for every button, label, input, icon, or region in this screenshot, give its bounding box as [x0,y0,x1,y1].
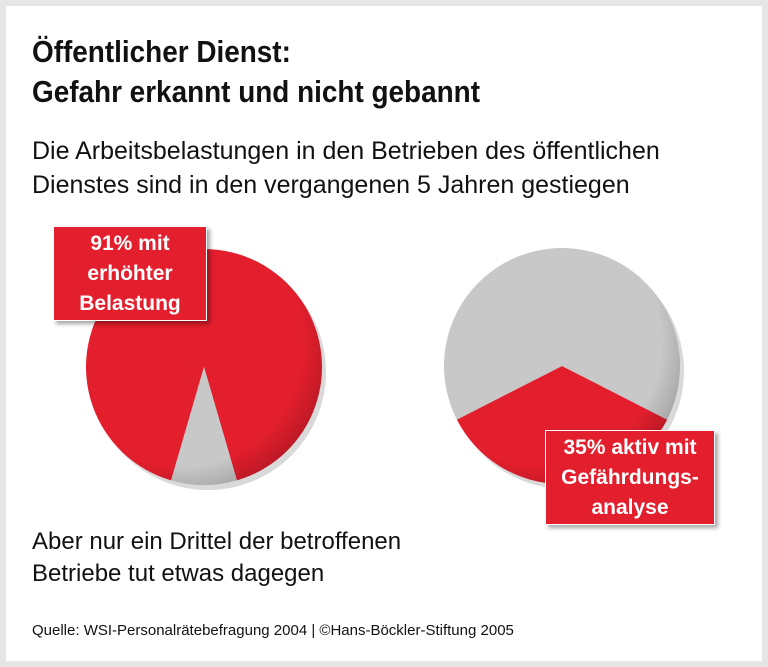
pie-2 [444,248,684,489]
pie-shading [444,248,680,484]
label-line: analyse [591,495,669,519]
note: Aber nur ein Drittel der betroffenen Bet… [32,526,401,590]
pie-label-2: 35% aktiv mit Gefährdungs- analyse [545,430,715,525]
note-line: Aber nur ein Drittel der betroffenen [32,528,402,555]
pie-label-1: 91% mit erhöhter Belastung [53,226,207,321]
label-line: Belastung [79,291,181,315]
source: Quelle: WSI-Personalrätebefragung 2004 |… [32,622,514,639]
label-line: 35% aktiv mit [563,435,697,459]
label-line: 91% mit [90,231,170,255]
subtitle: Die Arbeitsbelastungen in den Betrieben … [32,134,660,202]
label-line: erhöhter [87,261,173,285]
title-line: Gefahr erkannt und nicht gebannt [32,74,480,109]
subtitle-line: Dienstes sind in den vergangenen 5 Jahre… [32,171,630,199]
title: Öffentlicher Dienst: Gefahr erkannt und … [32,32,480,112]
subtitle-line: Die Arbeitsbelastungen in den Betrieben … [32,137,660,165]
label-line: Gefährdungs- [561,465,699,489]
note-line: Betriebe tut etwas dagegen [32,560,325,587]
title-line: Öffentlicher Dienst: [32,34,291,69]
